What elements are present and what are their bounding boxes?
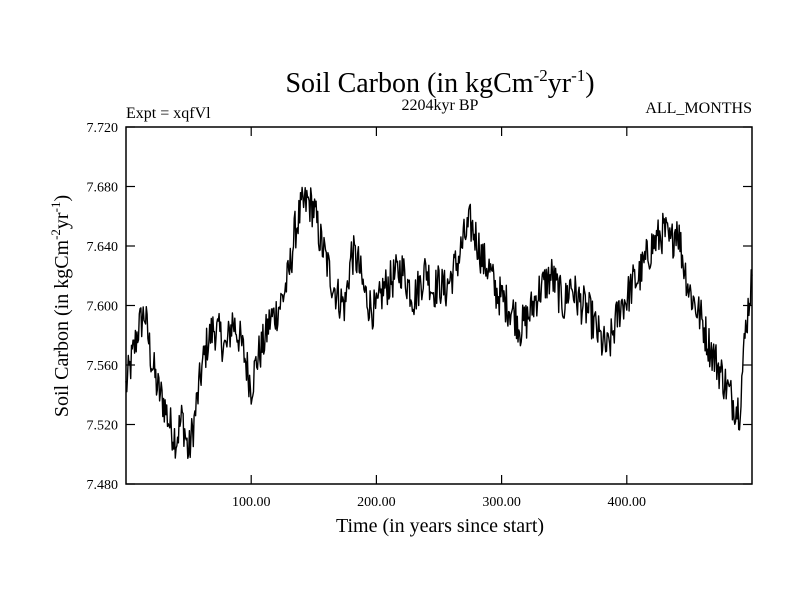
soil-carbon-series-line (125, 186, 753, 459)
y-axis: 7.480 7.520 7.560 7.600 7.640 7.680 7.720 (87, 121, 752, 493)
y-tick-label: 7.560 (87, 359, 119, 374)
plot-frame (125, 126, 753, 485)
x-axis-label: Time (in years since start) (336, 515, 544, 537)
y-tick-label: 7.520 (87, 419, 119, 434)
months-label: ALL_MONTHS (645, 100, 752, 117)
y-tick-label: 7.480 (87, 478, 119, 493)
experiment-label: Expt = xqfVl (126, 105, 211, 122)
y-tick-label: 7.640 (87, 240, 119, 255)
y-tick-label: 7.720 (87, 121, 119, 136)
chart-title: Soil Carbon (in kgCm-2yr-1) (285, 66, 594, 99)
x-tick-label: 400.00 (608, 495, 647, 510)
x-tick-label: 200.00 (357, 495, 396, 510)
x-tick-label: 100.00 (232, 495, 271, 510)
y-tick-label: 7.680 (87, 181, 119, 196)
y-axis-label: Soil Carbon (in kgCm-2yr-1) (48, 195, 73, 417)
period-label: 2204kyr BP (402, 97, 479, 114)
y-tick-label: 7.600 (87, 300, 119, 315)
x-axis: 100.00 200.00 300.00 400.00 (232, 127, 646, 510)
x-tick-label: 300.00 (482, 495, 521, 510)
